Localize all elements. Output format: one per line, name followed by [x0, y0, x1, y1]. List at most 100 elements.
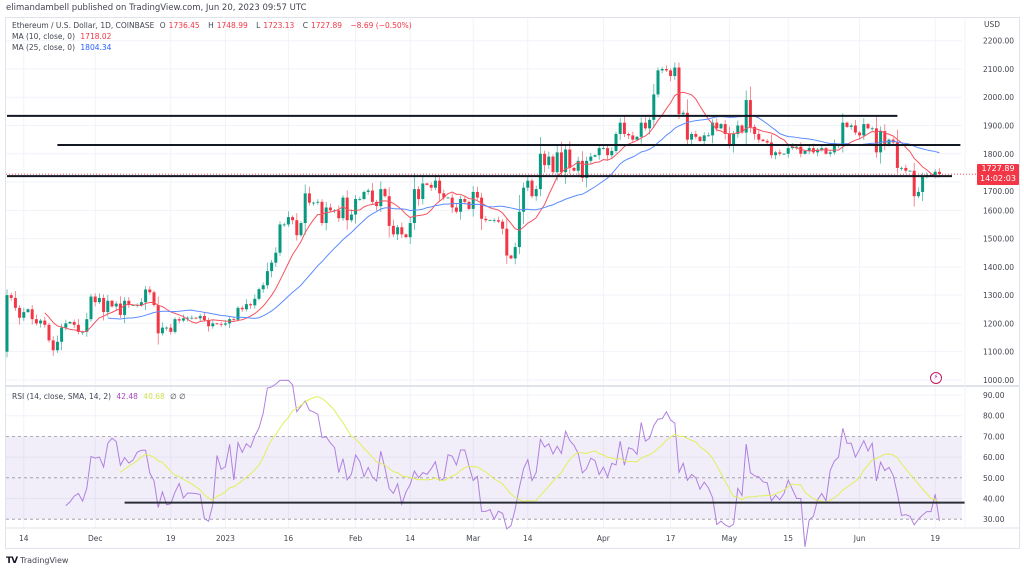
candle-body	[396, 227, 400, 235]
candle-body	[807, 148, 811, 151]
candle-body	[606, 148, 610, 156]
candle-body	[858, 132, 862, 136]
candle-body	[68, 321, 72, 324]
candle-body	[845, 122, 849, 127]
candle-body	[274, 252, 278, 263]
candle-body	[307, 193, 311, 203]
candle-body	[366, 190, 370, 192]
candle-body	[442, 193, 446, 198]
candle-body	[144, 289, 148, 303]
candle-body	[732, 133, 736, 146]
candle-body	[916, 191, 920, 197]
candle-body	[912, 170, 916, 197]
candle-body	[828, 152, 832, 154]
candle-body	[320, 201, 324, 224]
candle-body	[509, 255, 513, 259]
candle-body	[207, 320, 211, 327]
high-label: H	[208, 21, 214, 30]
price-tick-label: 1900.00	[983, 122, 1014, 131]
candle-body	[303, 193, 307, 224]
candle-body	[753, 126, 757, 134]
candle-body	[643, 122, 647, 129]
ma10-legend[interactable]: MA (10, close, 0) 1718.02	[12, 32, 114, 42]
candle-body	[55, 341, 59, 351]
price-tick-label: 1700.00	[983, 187, 1014, 196]
candle-body	[454, 207, 458, 212]
candle-body	[656, 70, 660, 95]
candle-body	[198, 316, 202, 319]
candle-body	[215, 323, 219, 325]
candle-body	[870, 128, 874, 130]
candle-body	[597, 148, 601, 156]
candle-body	[165, 327, 169, 329]
candle-body	[547, 156, 551, 166]
tradingview-logo[interactable]: TV TradingView	[6, 556, 68, 566]
tradingview-logo-mark: TV	[6, 556, 18, 566]
candle-body	[736, 125, 740, 134]
time-tick-label: 14	[19, 534, 29, 543]
symbol-name: Ethereum / U.S. Dollar, 1D, COINBASE	[12, 21, 155, 30]
lightning-icon[interactable]: ⚡	[930, 372, 942, 384]
candle-body	[803, 150, 807, 154]
candle-body	[412, 189, 416, 224]
candle-body	[202, 316, 206, 321]
candle-body	[501, 221, 505, 229]
price-tick-label: 1100.00	[983, 348, 1014, 357]
time-tick-label: 19	[930, 534, 940, 543]
currency-label: USD	[984, 20, 1001, 29]
candle-body	[337, 210, 341, 219]
candle-body	[513, 247, 517, 259]
rsi-tick-label: 30.00	[983, 515, 1005, 524]
candle-body	[240, 307, 244, 310]
candle-body	[778, 152, 782, 154]
candle-body	[358, 199, 362, 200]
candle-body	[295, 220, 299, 236]
candle-body	[866, 124, 870, 129]
candle-body	[370, 190, 374, 202]
candle-body	[723, 124, 727, 134]
candle-body	[669, 70, 673, 77]
candle-body	[782, 153, 786, 155]
candle-body	[89, 296, 93, 320]
candle-body	[253, 298, 257, 306]
candle-body	[181, 318, 185, 321]
candle-body	[933, 171, 937, 175]
candle-body	[795, 146, 799, 148]
candle-body	[572, 167, 576, 171]
candle-body	[786, 148, 790, 154]
candle-body	[589, 156, 593, 161]
candle-body	[459, 199, 463, 212]
candle-body	[841, 122, 845, 146]
candle-body	[249, 304, 253, 306]
candle-body	[690, 133, 694, 140]
candle-body	[194, 317, 198, 319]
candle-body	[551, 156, 555, 173]
chart-frame	[5, 17, 1020, 549]
close-value: 1727.89	[310, 21, 342, 30]
high-value: 1748.99	[216, 21, 248, 30]
candle-body	[895, 142, 899, 168]
candle-body	[887, 139, 891, 146]
candle-body	[51, 340, 55, 351]
rsi-legend[interactable]: RSI (14, close, SMA, 14, 2) 42.48 40.68 …	[12, 392, 189, 402]
candle-body	[832, 145, 836, 153]
ma25-legend[interactable]: MA (25, close, 0) 1804.34	[12, 43, 114, 53]
candle-body	[152, 292, 156, 306]
candle-body	[685, 112, 689, 140]
candle-body	[139, 302, 143, 306]
candle-body	[480, 197, 484, 219]
candle-body	[387, 196, 391, 226]
rsi-extra: ∅ ∅	[170, 392, 186, 401]
candle-body	[618, 122, 622, 134]
rsi-tick-label: 90.00	[983, 391, 1005, 400]
candle-body	[404, 234, 408, 238]
candle-body	[118, 303, 122, 315]
candle-body	[391, 225, 395, 235]
price-tick-label: 2000.00	[983, 93, 1014, 102]
rsi-label: RSI (14, close, SMA, 14, 2)	[12, 392, 112, 401]
candle-body	[76, 324, 80, 332]
candle-body	[748, 100, 752, 127]
candle-body	[450, 197, 454, 208]
candle-body	[593, 155, 597, 157]
